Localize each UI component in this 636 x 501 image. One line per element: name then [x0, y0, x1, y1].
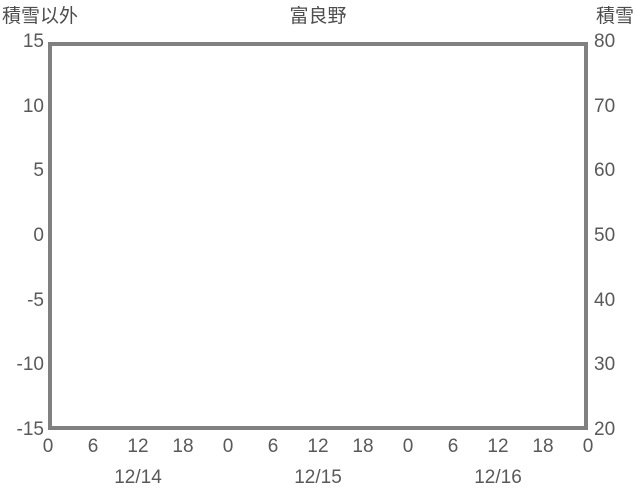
y-tick-right-3: 50 [594, 225, 616, 246]
x-tick-4: 0 [222, 436, 234, 457]
y-tick-left-6: -15 [16, 419, 44, 440]
y-tick-left-5: -10 [16, 354, 44, 376]
x-tick-8: 0 [402, 436, 414, 457]
plot-frame [48, 42, 588, 430]
right-axis-title: 積雪 [595, 6, 634, 27]
x-day-label-0: 12/14 [114, 467, 162, 488]
left-axis-title: 積雪以外 [2, 6, 79, 27]
y-tick-right-6: 20 [594, 419, 616, 440]
y-tick-right-0: 80 [594, 31, 616, 52]
y-tick-left-0: 15 [22, 31, 44, 52]
x-tick-12: 0 [582, 436, 594, 457]
y-tick-right-2: 60 [594, 160, 616, 182]
x-tick-0: 0 [42, 436, 54, 457]
x-tick-5: 6 [267, 436, 279, 457]
y-tick-left-2: 5 [33, 160, 44, 182]
x-tick-7: 18 [352, 436, 374, 457]
y-tick-left-1: 10 [22, 95, 44, 117]
x-tick-3: 18 [172, 436, 194, 457]
x-day-label-1: 12/15 [294, 467, 342, 488]
y-tick-right-5: 30 [594, 354, 616, 376]
page-title: 富良野 [289, 6, 347, 27]
y-tick-right-4: 40 [594, 289, 616, 311]
plot-area [48, 42, 588, 430]
x-tick-2: 12 [127, 436, 149, 457]
x-day-label-2: 12/16 [474, 467, 522, 488]
y-tick-right-1: 70 [594, 95, 616, 117]
x-tick-10: 12 [487, 436, 509, 457]
x-tick-1: 6 [87, 436, 99, 457]
y-tick-left-3: 0 [33, 225, 44, 246]
y-tick-left-4: -5 [27, 289, 44, 311]
x-tick-6: 12 [307, 436, 329, 457]
x-tick-11: 18 [532, 436, 554, 457]
x-tick-9: 6 [447, 436, 459, 457]
